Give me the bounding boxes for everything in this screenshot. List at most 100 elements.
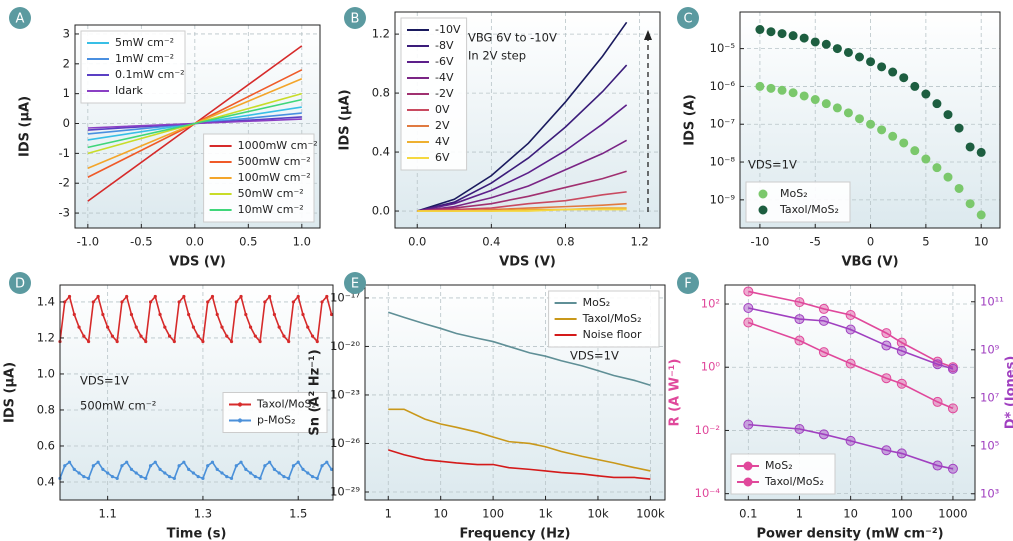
data-point bbox=[110, 334, 115, 338]
y2-tick-label: 10⁵ bbox=[980, 438, 1000, 452]
data-point bbox=[932, 163, 942, 173]
plot-frame bbox=[724, 284, 976, 501]
data-point bbox=[144, 339, 148, 344]
panel: -10 -5 0 5 10 10⁻⁹ 10⁻⁸ 10⁻⁷ 10⁻⁶ 10⁻⁵ VBG (V) IDS … bbox=[677, 7, 1001, 270]
y-tick-label: 1.2 bbox=[37, 330, 55, 344]
y-tick-label: 10⁻² bbox=[695, 423, 720, 437]
x-tick-label: 1 bbox=[385, 507, 392, 521]
data-point bbox=[794, 297, 805, 308]
x-tick-label: 1.0 bbox=[293, 235, 311, 249]
data-point bbox=[877, 62, 887, 72]
series-line bbox=[416, 21, 628, 212]
legend-label: Taxol/MoS₂ bbox=[764, 475, 824, 488]
data-point bbox=[77, 471, 81, 475]
legend-label: 50mW cm⁻² bbox=[238, 187, 304, 200]
data-point bbox=[866, 57, 876, 67]
series-line bbox=[388, 449, 651, 480]
y-axis-label: IDS (μA) bbox=[3, 362, 18, 423]
x-axis-label: Frequency (Hz) bbox=[460, 527, 571, 541]
data-point bbox=[910, 81, 920, 91]
x-tick-label: 0.8 bbox=[556, 235, 574, 249]
annotation: VBG 6V to -10V bbox=[468, 31, 557, 45]
data-point bbox=[201, 476, 205, 480]
legend-box bbox=[222, 392, 328, 433]
data-point bbox=[329, 312, 334, 317]
x-axis-label: Power density (mW cm⁻²) bbox=[756, 527, 943, 541]
data-point bbox=[315, 339, 319, 344]
legend-label: 6V bbox=[435, 151, 450, 164]
data-point bbox=[215, 312, 219, 317]
y-tick-label: 10⁻²⁰ bbox=[330, 339, 360, 353]
data-point bbox=[896, 378, 907, 389]
data-point bbox=[177, 300, 181, 304]
data-point bbox=[954, 123, 964, 133]
data-point bbox=[244, 312, 248, 317]
x-tick-label: -1.0 bbox=[77, 235, 99, 249]
x-tick-label: -0.5 bbox=[130, 235, 152, 249]
y-tick-label: 10⁻²⁹ bbox=[330, 484, 360, 498]
x-tick-label: 1 bbox=[796, 507, 803, 521]
data-point bbox=[888, 131, 898, 141]
data-point bbox=[794, 423, 805, 434]
x-tick-label: 10k bbox=[587, 507, 609, 521]
legend-marker bbox=[743, 461, 753, 471]
y-tick-label: 0.0 bbox=[372, 204, 390, 218]
panel: -1.0 -0.5 0.0 0.5 1.0 -3 -2 -1 0 1 2 3 VDS (V) IDS (μ… bbox=[9, 7, 321, 270]
data-point bbox=[153, 294, 157, 299]
data-point bbox=[821, 39, 831, 49]
data-point bbox=[843, 108, 853, 118]
data-point bbox=[63, 464, 67, 468]
data-point bbox=[272, 312, 276, 317]
data-point bbox=[106, 325, 110, 329]
data-point bbox=[932, 99, 942, 109]
y-tick-label: 10⁻⁴ bbox=[695, 486, 721, 500]
panel-label: F bbox=[684, 277, 691, 292]
panel-label: A bbox=[16, 12, 25, 27]
data-point bbox=[818, 303, 829, 314]
data-point bbox=[96, 460, 100, 464]
x-tick-label: 10 bbox=[843, 507, 858, 521]
data-point bbox=[72, 312, 76, 317]
data-point bbox=[320, 464, 324, 468]
data-point bbox=[125, 294, 129, 299]
data-point bbox=[153, 460, 157, 464]
data-point bbox=[210, 460, 215, 464]
panel-label: C bbox=[683, 12, 692, 27]
x-tick-label: 1000 bbox=[938, 507, 967, 521]
data-point bbox=[268, 460, 272, 464]
overlay bbox=[644, 30, 652, 212]
series-line bbox=[87, 98, 302, 149]
data-point bbox=[947, 463, 958, 474]
data-point bbox=[777, 85, 787, 95]
data-point bbox=[210, 294, 215, 299]
data-point bbox=[82, 474, 86, 479]
x-tick-label: 1.1 bbox=[98, 507, 116, 521]
data-point bbox=[182, 294, 186, 299]
data-point bbox=[766, 27, 776, 37]
legend-label: MoS₂ bbox=[765, 459, 793, 472]
data-point bbox=[129, 312, 134, 317]
legend-label: 10mW cm⁻² bbox=[238, 203, 304, 216]
x-tick-label: 1.5 bbox=[289, 507, 307, 521]
y-tick-label: 0.8 bbox=[372, 86, 390, 100]
y-tick-label: 10⁻⁹ bbox=[710, 192, 736, 206]
y-tick-label: 10⁻¹⁷ bbox=[330, 290, 360, 304]
plot-frame bbox=[364, 284, 666, 501]
data-point bbox=[947, 363, 958, 374]
data-point bbox=[96, 294, 100, 299]
y-tick-label: 10⁻²⁶ bbox=[330, 436, 360, 450]
data-point bbox=[743, 286, 754, 297]
y-tick-label: 10⁻²³ bbox=[330, 387, 360, 401]
y2-tick-label: 10⁷ bbox=[980, 390, 1000, 404]
data-point bbox=[148, 464, 153, 468]
data-point bbox=[896, 345, 907, 356]
x-tick-label: 10 bbox=[974, 235, 989, 249]
data-point bbox=[77, 325, 81, 329]
legend-marker bbox=[758, 205, 768, 215]
data-point bbox=[743, 419, 754, 430]
y-axis-label: IDS (μA) bbox=[18, 96, 33, 157]
legend-label: 0V bbox=[435, 103, 450, 116]
legend-label: -10V bbox=[435, 23, 461, 36]
data-point bbox=[788, 88, 798, 98]
